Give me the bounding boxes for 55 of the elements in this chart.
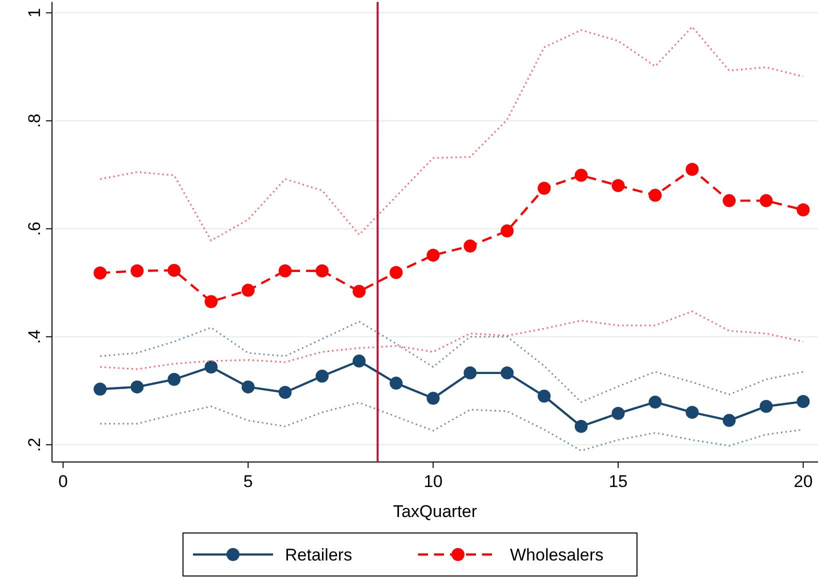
line-series (99, 26, 804, 242)
point (686, 406, 699, 419)
point (426, 248, 440, 262)
point (574, 168, 588, 182)
point (500, 366, 514, 380)
x-tick-label: 0 (58, 472, 68, 491)
point (204, 360, 218, 374)
x-axis-title: TaxQuarter (392, 502, 478, 521)
line-series (99, 320, 804, 403)
y-tick-label: .2 (25, 438, 44, 452)
point (168, 372, 181, 386)
point (242, 284, 255, 297)
point (352, 354, 366, 368)
point (278, 386, 292, 399)
point (204, 295, 218, 308)
x-tick-label: 20 (794, 472, 813, 491)
point (94, 266, 107, 280)
point (390, 376, 403, 390)
point (722, 414, 736, 427)
point (538, 390, 551, 403)
point (316, 264, 329, 278)
legend-label: Retailers (285, 546, 352, 564)
x-tick-label: 15 (608, 472, 628, 491)
point (574, 420, 588, 433)
y-tick-label: 1 (25, 8, 44, 18)
point (130, 264, 144, 278)
point (390, 266, 403, 279)
point (796, 395, 810, 408)
point (352, 284, 366, 298)
point (168, 264, 181, 277)
point (538, 182, 551, 195)
point (130, 380, 144, 394)
point (760, 194, 773, 208)
point (316, 370, 329, 383)
point (686, 162, 699, 176)
point (648, 188, 662, 202)
point (796, 203, 810, 216)
point (500, 224, 514, 238)
y-tick-label: .8 (25, 114, 44, 128)
point (612, 406, 625, 420)
x-tick-label: 5 (243, 472, 253, 491)
point (722, 194, 736, 208)
x-tick-label: 10 (424, 472, 443, 491)
legend-label: Wholesalers (510, 546, 604, 564)
point (464, 240, 477, 253)
point (648, 396, 662, 409)
point (242, 380, 255, 394)
point (278, 264, 292, 278)
point (464, 366, 477, 380)
point (94, 382, 107, 396)
point (760, 400, 773, 413)
y-tick-label: .6 (25, 222, 44, 236)
point (612, 179, 625, 192)
point (426, 392, 440, 405)
y-tick-label: .4 (25, 330, 44, 344)
